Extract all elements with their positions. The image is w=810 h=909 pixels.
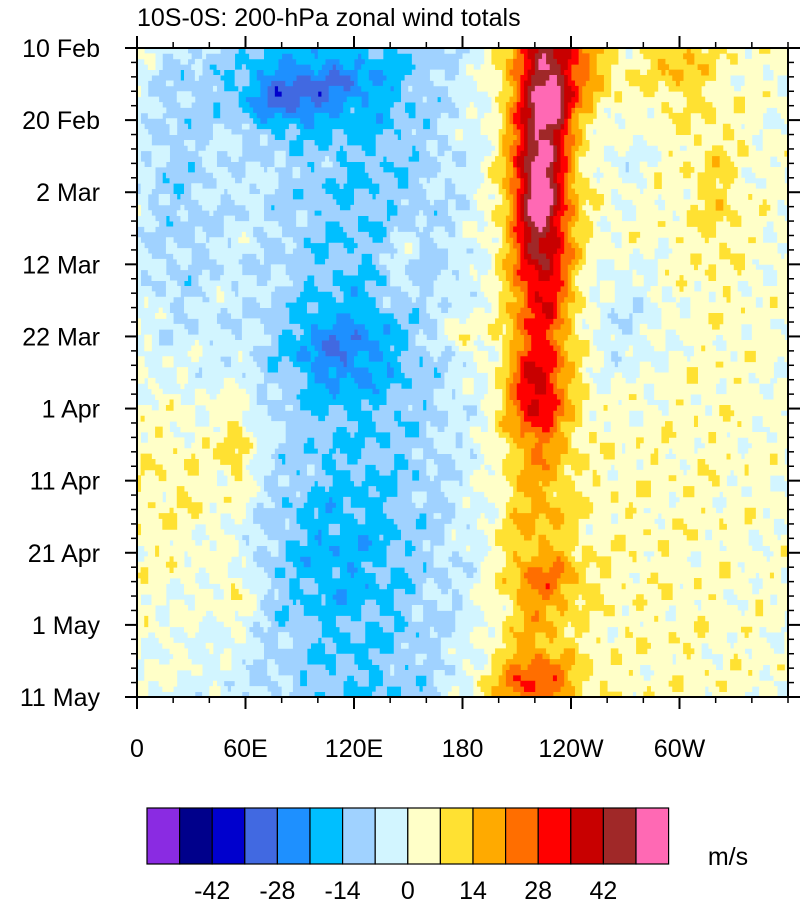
y-tick-label: 11 May bbox=[20, 684, 101, 712]
colorbar-swatch bbox=[309, 807, 344, 865]
y-tick-label: 22 Mar bbox=[22, 323, 100, 351]
colorbar-tick-label: 28 bbox=[524, 877, 552, 905]
wind-band-15 bbox=[527, 53, 561, 233]
wind-band-11 bbox=[505, 48, 590, 698]
wind-band-12 bbox=[513, 48, 579, 692]
x-tick-label: 60W bbox=[654, 735, 706, 763]
colorbar-swatch bbox=[276, 807, 311, 865]
colorbar-swatch bbox=[342, 807, 376, 865]
plot-area bbox=[137, 48, 789, 698]
colorbar-swatch bbox=[602, 807, 637, 865]
wind-band-2 bbox=[274, 85, 322, 98]
wind-band-7 bbox=[137, 48, 789, 698]
colorbar-tick-label: 0 bbox=[401, 877, 415, 905]
x-tick-label: 120E bbox=[325, 735, 383, 763]
y-tick-label: 2 Mar bbox=[36, 179, 100, 207]
colorbar-swatch bbox=[179, 807, 213, 865]
y-tick-label: 20 Feb bbox=[22, 107, 100, 135]
y-tick-label: 1 Apr bbox=[42, 396, 100, 424]
y-tick-label: 10 Feb bbox=[22, 35, 100, 63]
wind-band-10 bbox=[491, 48, 724, 698]
colorbar-swatch bbox=[570, 807, 604, 865]
x-tick-label: 60E bbox=[223, 735, 267, 763]
y-tick-label: 12 Mar bbox=[22, 251, 100, 279]
colorbar-swatch bbox=[146, 807, 181, 865]
chart-title: 10S-0S: 200-hPa zonal wind totals bbox=[137, 4, 521, 32]
colorbar-swatch bbox=[472, 807, 507, 865]
wind-band-3 bbox=[267, 64, 362, 368]
colorbar-tick-label: -28 bbox=[259, 877, 295, 905]
x-tick-label: 120W bbox=[538, 735, 604, 763]
wind-band-4 bbox=[245, 48, 395, 606]
colorbar-swatch bbox=[537, 807, 572, 865]
colorbar-swatch bbox=[505, 807, 539, 865]
colorbar-swatch bbox=[244, 807, 279, 865]
colorbar-swatch bbox=[211, 807, 246, 865]
y-tick-label: 1 May bbox=[32, 612, 101, 640]
colorbar-swatch bbox=[374, 807, 409, 865]
axes: 0 60E 120E 180 120W 60W 10 Feb 20 Feb 2 Mar 12 Ma… bbox=[20, 35, 800, 763]
colorbar-unit-label: m/s bbox=[708, 843, 748, 871]
colorbar-tick-label: 42 bbox=[589, 877, 617, 905]
wind-band-14 bbox=[523, 48, 565, 271]
colorbar-swatch bbox=[635, 807, 670, 865]
y-tick-label: 11 Apr bbox=[30, 468, 100, 496]
colorbar-swatch bbox=[407, 807, 441, 865]
y-tick-label: 21 Apr bbox=[28, 540, 100, 568]
x-tick-label: 0 bbox=[130, 735, 144, 763]
x-tick-label: 180 bbox=[442, 735, 484, 763]
colorbar: m/s -42 -28 -14 0 14 28 42 bbox=[146, 807, 748, 905]
wind-band-9 bbox=[137, 48, 789, 698]
colorbar-tick-label: 14 bbox=[459, 877, 487, 905]
colorbar-tick-label: -42 bbox=[194, 877, 230, 905]
colorbar-tick-label: -14 bbox=[325, 877, 361, 905]
colorbar-swatch bbox=[439, 807, 474, 865]
